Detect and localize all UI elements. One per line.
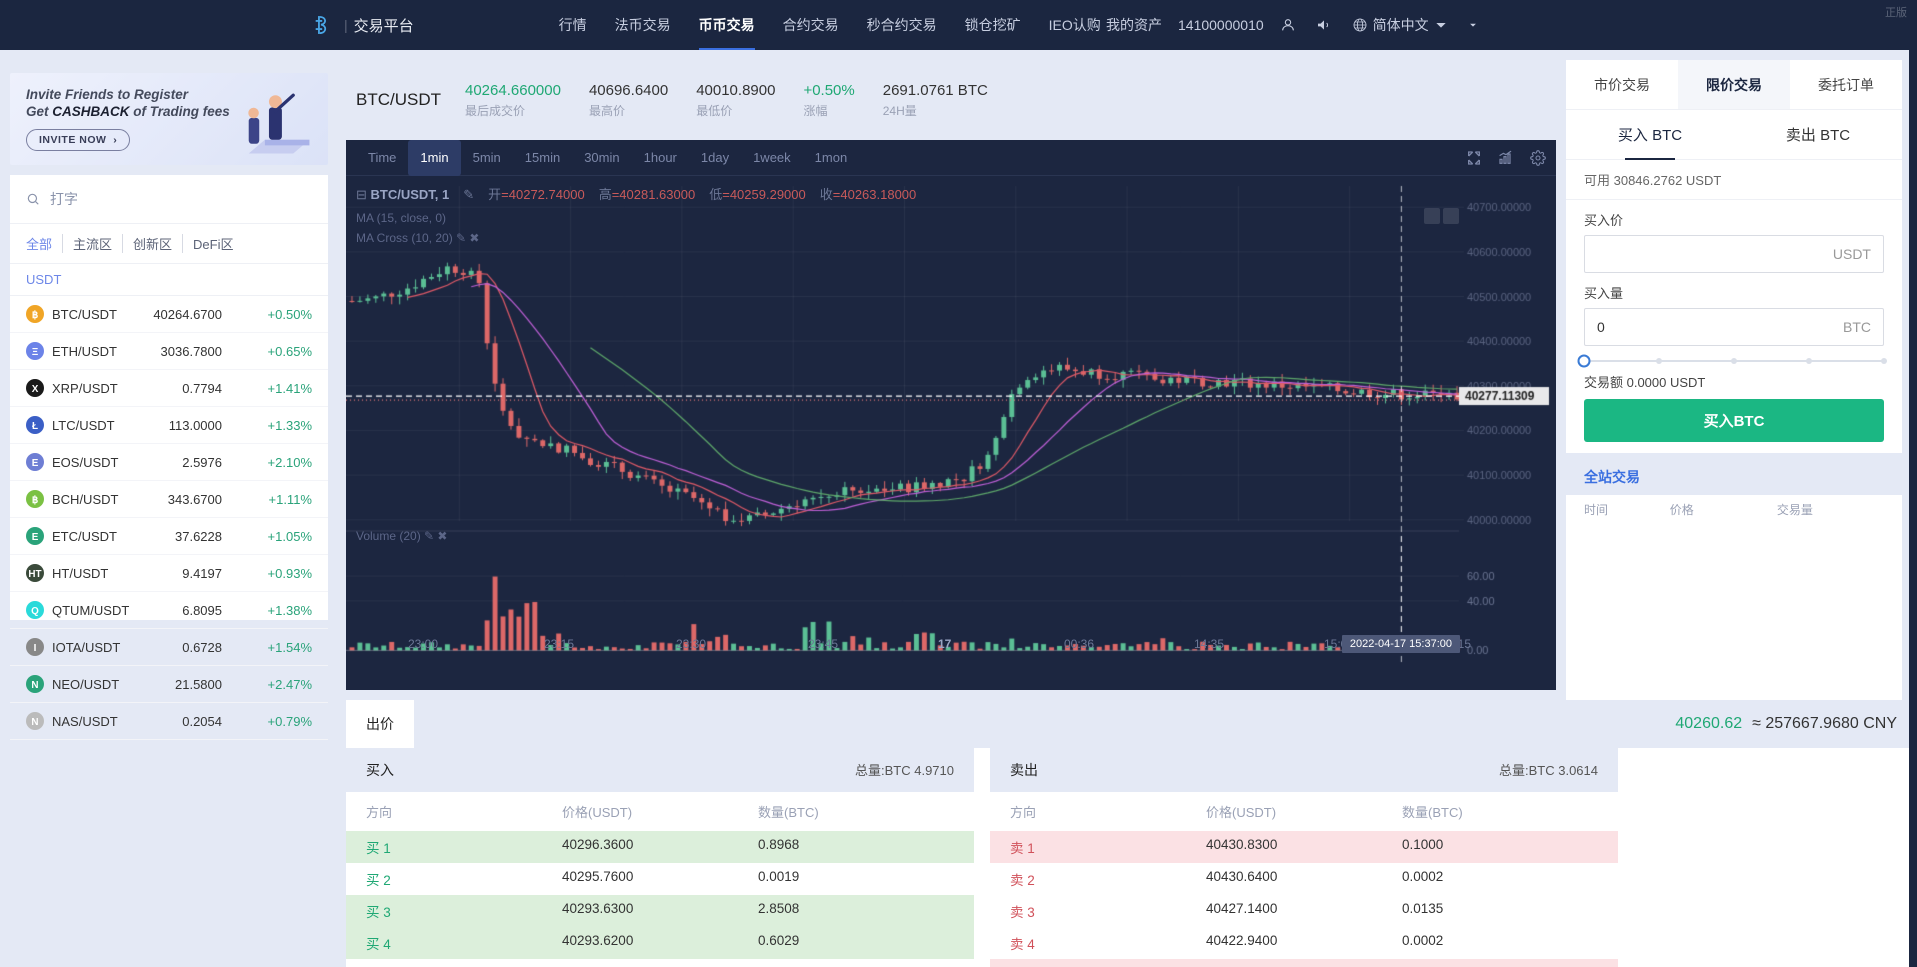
svg-text:N: N: [31, 717, 38, 728]
svg-text:HT: HT: [28, 569, 41, 580]
svg-text:E: E: [32, 458, 39, 469]
svg-text:X: X: [32, 384, 39, 395]
svg-text:I: I: [34, 643, 37, 654]
svg-text:N: N: [31, 680, 38, 691]
svg-text:E: E: [32, 532, 39, 543]
svg-text:฿: ฿: [32, 495, 38, 506]
svg-text:฿: ฿: [32, 310, 38, 321]
svg-text:Q: Q: [31, 606, 39, 617]
svg-text:Ξ: Ξ: [32, 347, 38, 358]
svg-text:Ł: Ł: [32, 421, 38, 432]
